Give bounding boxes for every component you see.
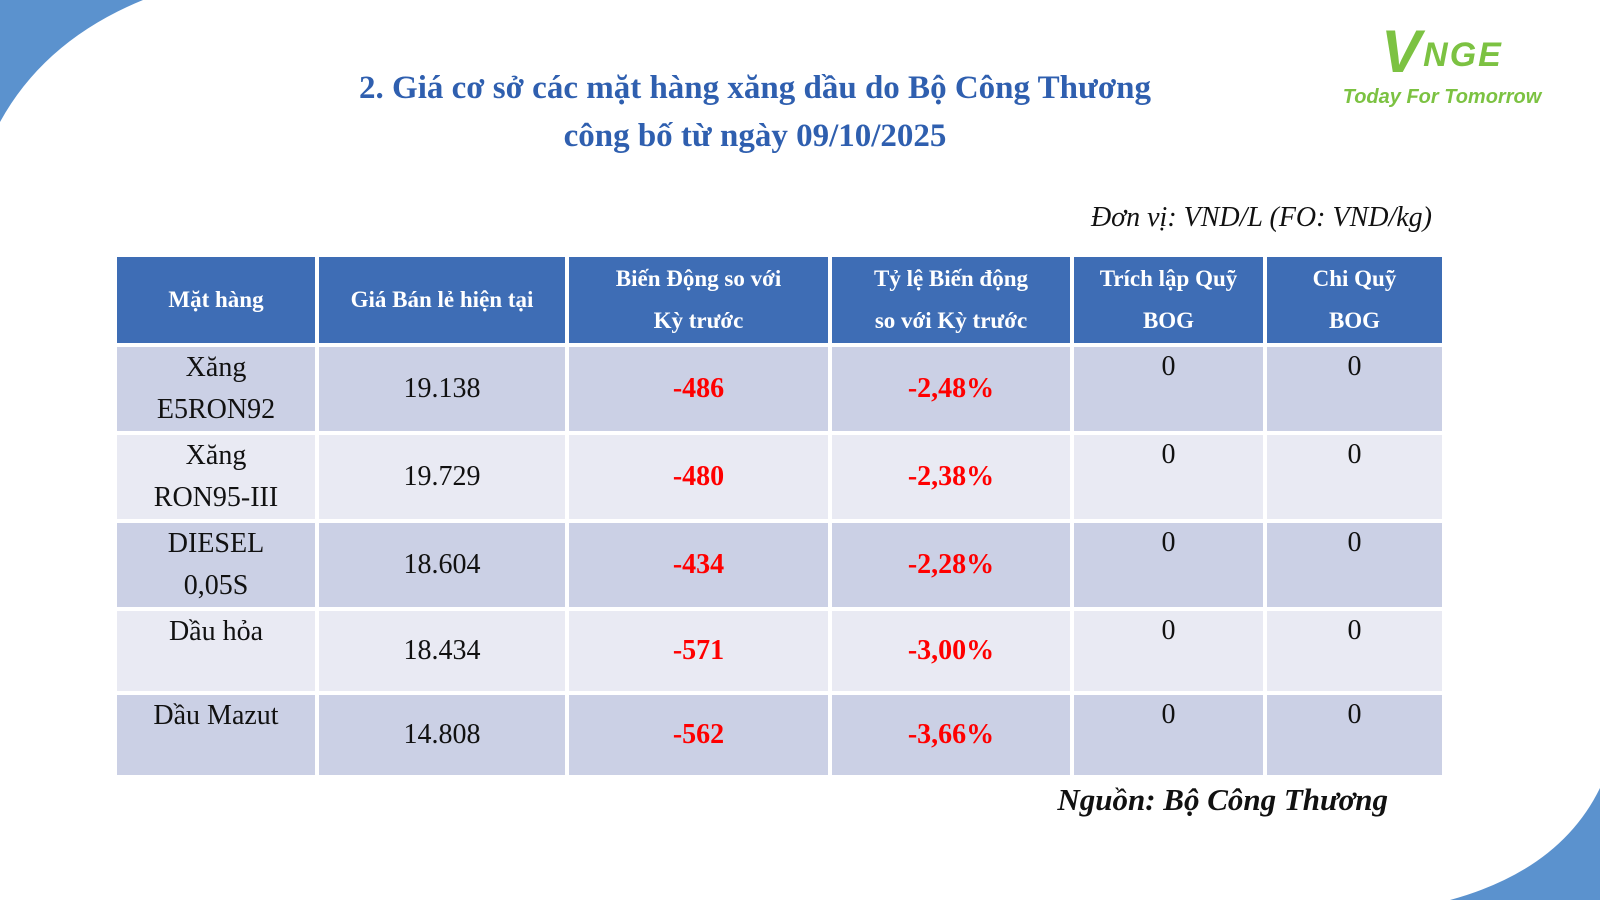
price-change-percent: -2,48%: [830, 345, 1072, 433]
vnge-logo-nge: NGE: [1423, 36, 1503, 74]
column-header-price: Giá Bán lẻ hiện tại: [317, 255, 567, 345]
column-header-fund-out-line2: BOG: [1328, 308, 1381, 333]
table-row-ron95: Xăng RON95-III 19.729 -480 -2,38% 0 0: [115, 433, 1444, 521]
corner-decoration-bottom-right: [1450, 788, 1600, 900]
product-name: Dầu Mazut: [115, 693, 317, 777]
column-header-pct: Tỷ lệ Biến động so với Kỳ trước: [830, 255, 1072, 345]
fund-contribution: 0: [1072, 693, 1265, 777]
vnge-logo-tagline: Today For Tomorrow: [1342, 86, 1542, 108]
price-change: -486: [567, 345, 830, 433]
fund-contribution: 0: [1072, 521, 1265, 609]
price-change: -562: [567, 693, 830, 777]
page-title-line1: 2. Giá cơ sở các mặt hàng xăng dầu do Bộ…: [359, 70, 1151, 106]
price-change: -434: [567, 521, 830, 609]
retail-price: 18.604: [317, 521, 567, 609]
column-header-fund-out: Chi Quỹ BOG: [1265, 255, 1444, 345]
table-row-e5ron92: Xăng E5RON92 19.138 -486 -2,48% 0 0: [115, 345, 1444, 433]
price-change-percent: -3,66%: [830, 693, 1072, 777]
price-change: -571: [567, 609, 830, 693]
product-name-line2: 0,05S: [183, 570, 249, 601]
price-change-percent: -2,38%: [830, 433, 1072, 521]
fund-spending: 0: [1265, 345, 1444, 433]
product-name-line2: RON95-III: [153, 482, 279, 513]
column-header-item: Mặt hàng: [115, 255, 317, 345]
product-name: Dầu hỏa: [115, 609, 317, 693]
column-header-change-line1: Biến Động so với: [615, 266, 782, 291]
product-name: DIESEL 0,05S: [115, 521, 317, 609]
fund-spending: 0: [1265, 521, 1444, 609]
source-label: Nguồn: Bộ Công Thương: [1057, 782, 1388, 817]
table-row-diesel: DIESEL 0,05S 18.604 -434 -2,28% 0 0: [115, 521, 1444, 609]
column-header-price-line1: Giá Bán lẻ hiện tại: [350, 287, 534, 312]
fund-spending: 0: [1265, 693, 1444, 777]
table-row-dau-hoa: Dầu hỏa 18.434 -571 -3,00% 0 0: [115, 609, 1444, 693]
fund-contribution: 0: [1072, 433, 1265, 521]
price-change-percent: -3,00%: [830, 609, 1072, 693]
table-row-dau-mazut: Dầu Mazut 14.808 -562 -3,66% 0 0: [115, 693, 1444, 777]
vnge-logo-wordmark: VNGE: [1332, 22, 1552, 82]
price-change: -480: [567, 433, 830, 521]
column-header-fund-out-line1: Chi Quỹ: [1312, 266, 1397, 291]
unit-label: Đơn vị: VND/L (FO: VND/kg): [1090, 202, 1432, 233]
fuel-price-table: Mặt hàng Giá Bán lẻ hiện tại Biến Động s…: [115, 255, 1444, 777]
column-header-item-line1: Mặt hàng: [168, 287, 264, 312]
column-header-pct-line1: Tỷ lệ Biến động: [873, 266, 1028, 291]
price-change-percent: -2,28%: [830, 521, 1072, 609]
product-name-line1: Xăng: [185, 440, 247, 471]
column-header-change-line2: Kỳ trước: [653, 308, 744, 333]
retail-price: 19.729: [317, 433, 567, 521]
product-name-line2: E5RON92: [156, 394, 276, 425]
vnge-logo-v: V: [1381, 18, 1424, 85]
page-title: 2. Giá cơ sở các mặt hàng xăng dầu do Bộ…: [180, 64, 1330, 160]
retail-price: 14.808: [317, 693, 567, 777]
page-title-line2: công bố từ ngày 09/10/2025: [563, 118, 947, 154]
vnge-logo: VNGE Today For Tomorrow: [1332, 22, 1552, 109]
table-header-row: Mặt hàng Giá Bán lẻ hiện tại Biến Động s…: [115, 255, 1444, 345]
fund-contribution: 0: [1072, 609, 1265, 693]
product-name-line1: Dầu hỏa: [168, 616, 264, 647]
product-name-line1: Xăng: [185, 352, 247, 383]
fund-contribution: 0: [1072, 345, 1265, 433]
column-header-pct-line2: so với Kỳ trước: [874, 308, 1028, 333]
product-name-line1: Dầu Mazut: [153, 700, 279, 731]
column-header-fund-in-line2: BOG: [1142, 308, 1195, 333]
column-header-change: Biến Động so với Kỳ trước: [567, 255, 830, 345]
product-name: Xăng E5RON92: [115, 345, 317, 433]
fund-spending: 0: [1265, 609, 1444, 693]
product-name-line1: DIESEL: [167, 528, 265, 559]
corner-decoration-top-left: [0, 0, 143, 122]
product-name: Xăng RON95-III: [115, 433, 317, 521]
column-header-fund-in: Trích lập Quỹ BOG: [1072, 255, 1265, 345]
fund-spending: 0: [1265, 433, 1444, 521]
retail-price: 18.434: [317, 609, 567, 693]
column-header-fund-in-line1: Trích lập Quỹ: [1099, 266, 1238, 291]
retail-price: 19.138: [317, 345, 567, 433]
